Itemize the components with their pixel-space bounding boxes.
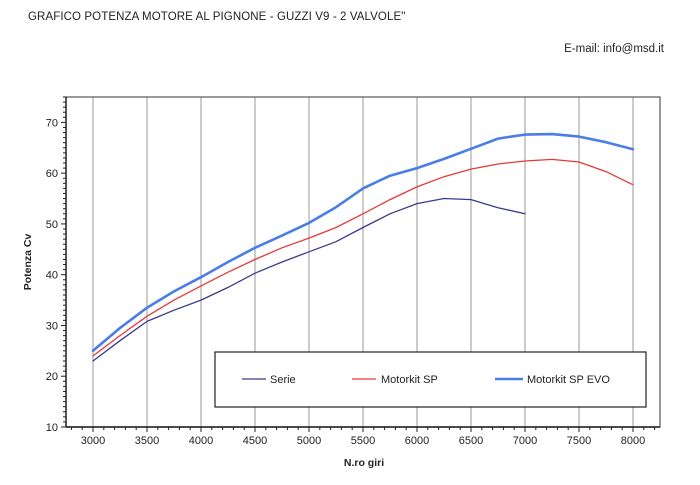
x-tick-label: 7500 xyxy=(567,435,591,447)
x-tick-label: 3000 xyxy=(81,435,105,447)
x-tick-label: 4000 xyxy=(189,435,213,447)
y-tick-label: 30 xyxy=(46,320,58,332)
legend-label: Serie xyxy=(270,374,296,386)
axes xyxy=(61,96,661,432)
x-axis-label: N.ro giri xyxy=(344,457,384,469)
x-tick-label: 6500 xyxy=(459,435,483,447)
legend-label: Motorkit SP EVO xyxy=(527,374,610,386)
y-tick-label: 10 xyxy=(46,422,58,434)
legend-label: Motorkit SP xyxy=(381,374,438,386)
chart-title: GRAFICO POTENZA MOTORE AL PIGNONE - GUZZ… xyxy=(28,11,406,23)
x-tick-label: 5000 xyxy=(297,435,321,447)
x-tick-label: 3500 xyxy=(135,435,159,447)
y-tick-label: 70 xyxy=(46,117,58,129)
x-tick-label: 8000 xyxy=(621,435,645,447)
y-tick-label: 50 xyxy=(46,219,58,231)
x-tick-label: 4500 xyxy=(243,435,267,447)
legend-box xyxy=(214,351,647,408)
y-axis-label: Potenza Cv xyxy=(22,234,34,291)
y-tick-label: 40 xyxy=(46,270,58,282)
x-tick-label: 6000 xyxy=(405,435,429,447)
tick-labels: 3000 3500 4000 4500 5000 5500 6000 6500 7000 7500… xyxy=(46,117,645,447)
series-line-motorkit-sp-evo xyxy=(91,132,635,353)
series-line-motorkit-sp xyxy=(92,158,634,357)
x-tick-label: 7000 xyxy=(513,435,537,447)
legend: Serie Motorkit SP Motorkit SP EVO xyxy=(214,351,647,408)
y-tick-label: 60 xyxy=(46,168,58,180)
series-lines xyxy=(91,132,635,362)
contact-email: E-mail: info@msd.it xyxy=(564,43,664,55)
x-tick-label: 5500 xyxy=(351,435,375,447)
series-line-serie xyxy=(92,197,526,362)
y-tick-label: 20 xyxy=(46,371,58,383)
